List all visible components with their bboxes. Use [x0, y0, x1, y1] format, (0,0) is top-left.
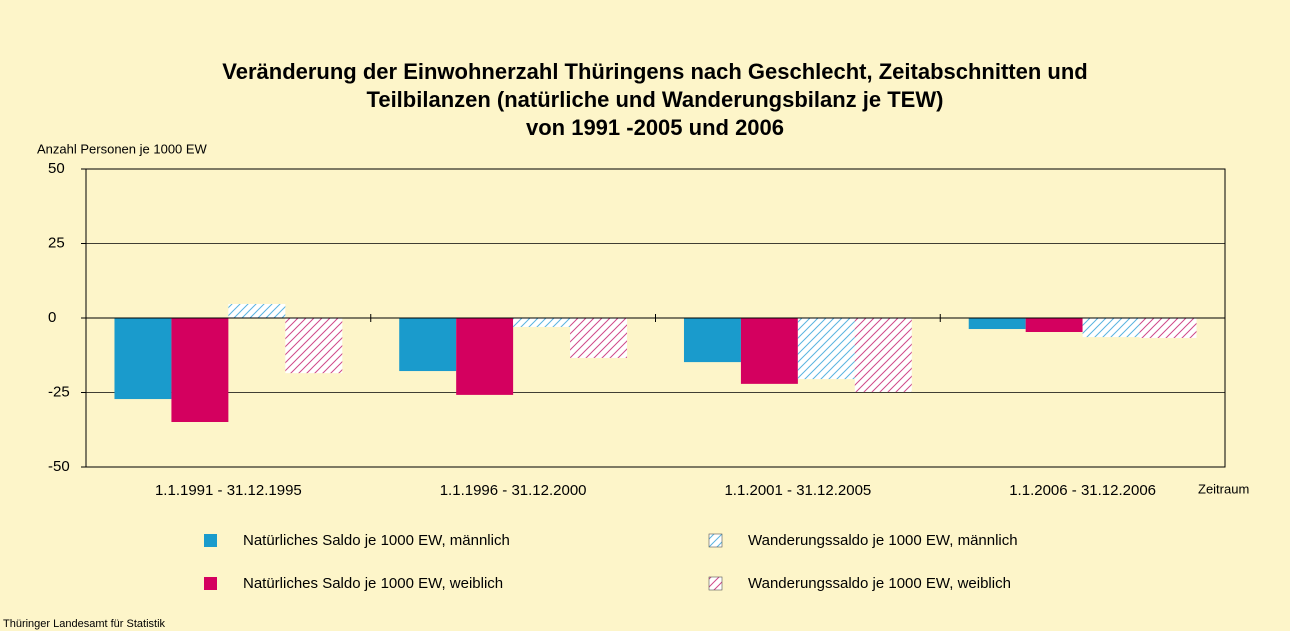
bar — [570, 318, 628, 358]
bar — [513, 318, 571, 327]
x-tick-label: 1.1.2006 - 31.12.2006 — [1009, 482, 1156, 499]
bar — [854, 318, 912, 392]
bar — [740, 318, 798, 384]
y-tick-label: 25 — [48, 234, 65, 251]
legend-label: Natürliches Saldo je 1000 EW, weiblich — [243, 575, 503, 592]
chart-title: Teilbilanzen (natürliche und Wanderungsb… — [367, 87, 944, 112]
bar — [1082, 318, 1140, 338]
y-tick-label: -50 — [48, 458, 70, 475]
x-tick-label: 1.1.2001 - 31.12.2005 — [724, 482, 871, 499]
bar — [1025, 318, 1083, 333]
bar — [114, 318, 172, 400]
chart-title: Veränderung der Einwohnerzahl Thüringens… — [222, 59, 1087, 84]
x-axis-label: Zeitraum — [1198, 481, 1249, 496]
bar — [399, 318, 457, 372]
y-tick-label: -25 — [48, 383, 70, 400]
bar — [285, 318, 343, 374]
y-axis-label: Anzahl Personen je 1000 EW — [37, 141, 208, 156]
x-tick-label: 1.1.1991 - 31.12.1995 — [155, 482, 302, 499]
legend-swatch — [204, 534, 217, 547]
bar — [683, 318, 741, 363]
legend-label: Wanderungssaldo je 1000 EW, männlich — [748, 532, 1018, 549]
y-tick-label: 50 — [48, 160, 65, 177]
chart-title: von 1991 -2005 und 2006 — [526, 115, 784, 140]
legend-swatch — [708, 576, 723, 591]
legend-label: Natürliches Saldo je 1000 EW, männlich — [243, 532, 510, 549]
x-tick-label: 1.1.1996 - 31.12.2000 — [440, 482, 587, 499]
legend-swatch — [204, 577, 217, 590]
legend-label: Wanderungssaldo je 1000 EW, weiblich — [748, 575, 1011, 592]
source: Thüringer Landesamt für Statistik — [3, 618, 166, 630]
bar — [1139, 318, 1197, 338]
bar — [228, 303, 286, 318]
bar — [797, 318, 855, 380]
y-tick-label: 0 — [48, 309, 56, 326]
bar — [968, 318, 1026, 330]
bar — [456, 318, 514, 395]
legend-swatch — [708, 533, 723, 548]
bar — [171, 318, 229, 423]
